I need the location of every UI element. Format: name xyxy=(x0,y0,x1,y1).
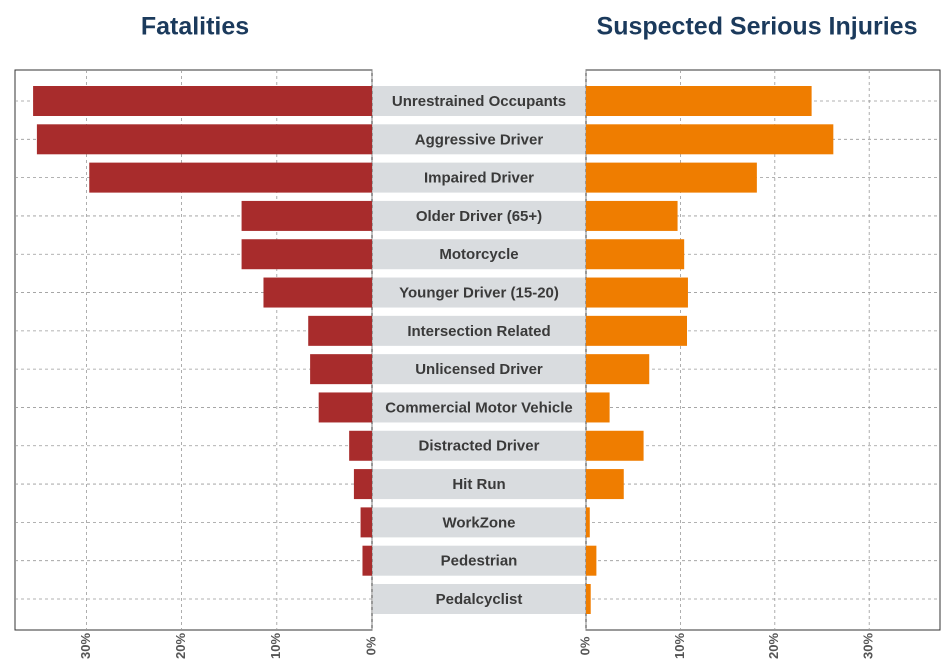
category-label: Pedestrian xyxy=(441,553,518,570)
category-label: Pedalcyclist xyxy=(436,591,523,608)
bar xyxy=(586,124,834,155)
plot-frame xyxy=(585,69,941,631)
x-tick-label: 20% xyxy=(766,633,781,659)
panel-title: Suspected Serious Injuries xyxy=(597,13,918,41)
bar xyxy=(586,507,590,538)
bar xyxy=(360,507,372,538)
bar xyxy=(241,239,372,270)
category-box xyxy=(373,545,585,576)
bar xyxy=(241,200,372,231)
bar xyxy=(586,430,644,461)
category-label: Motorcycle xyxy=(439,246,518,263)
bar xyxy=(586,86,812,116)
bar xyxy=(353,469,372,500)
bar xyxy=(586,354,650,385)
bar xyxy=(586,239,685,270)
category-label: Hit Run xyxy=(452,476,505,493)
bar xyxy=(586,584,591,614)
category-label: Unlicensed Driver xyxy=(415,361,543,378)
bar xyxy=(586,162,757,193)
bar xyxy=(586,315,688,346)
category-box xyxy=(373,86,585,116)
category-box xyxy=(373,124,585,155)
x-tick-label: 30% xyxy=(78,633,93,659)
bar xyxy=(586,545,597,576)
category-box xyxy=(373,354,585,385)
category-box xyxy=(373,469,585,500)
category-box xyxy=(373,392,585,423)
category-box xyxy=(373,584,585,614)
category-box xyxy=(373,430,585,461)
bar xyxy=(308,315,372,346)
bar xyxy=(362,545,372,576)
category-label: Commercial Motor Vehicle xyxy=(385,399,573,416)
bar xyxy=(36,124,373,155)
bar xyxy=(33,86,372,116)
category-label: Younger Driver (15-20) xyxy=(399,285,559,302)
x-tick-label: 0% xyxy=(577,636,592,655)
bar xyxy=(586,200,678,231)
category-label: Intersection Related xyxy=(407,323,550,340)
category-label: Aggressive Driver xyxy=(415,131,544,148)
bar xyxy=(349,430,372,461)
x-tick-label: 30% xyxy=(861,633,876,659)
x-tick-label: 10% xyxy=(672,633,687,659)
plot-frame xyxy=(14,69,373,631)
bar xyxy=(310,354,372,385)
panel-title: Fatalities xyxy=(141,13,249,41)
bar xyxy=(89,162,373,193)
category-box xyxy=(373,162,585,193)
category-label: Distracted Driver xyxy=(419,438,540,455)
category-box xyxy=(373,315,585,346)
bar xyxy=(586,469,624,500)
x-tick-label: 20% xyxy=(173,633,188,659)
bar xyxy=(586,277,688,308)
category-label: WorkZone xyxy=(442,514,515,531)
category-label: Unrestrained Occupants xyxy=(392,93,566,110)
category-box xyxy=(373,200,585,231)
category-label: Older Driver (65+) xyxy=(416,208,542,225)
bar xyxy=(318,392,372,423)
x-tick-label: 10% xyxy=(268,633,283,659)
x-tick-label: 0% xyxy=(363,636,378,655)
category-box xyxy=(373,239,585,270)
bar xyxy=(263,277,372,308)
category-box xyxy=(373,277,585,308)
category-box xyxy=(373,507,585,538)
category-label: Impaired Driver xyxy=(424,170,534,187)
bar xyxy=(586,392,610,423)
